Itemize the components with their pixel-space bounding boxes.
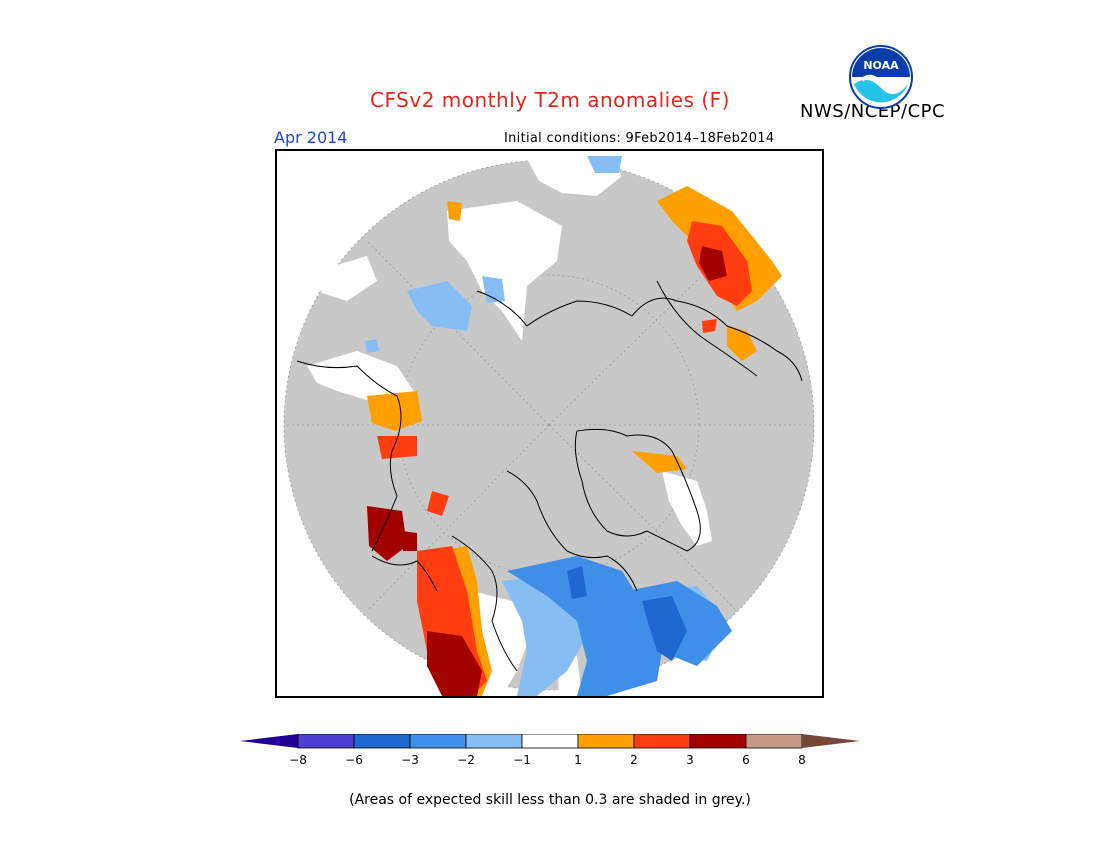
legend-tick: 6 bbox=[742, 753, 750, 767]
map-panel bbox=[275, 149, 824, 698]
legend-tick: 8 bbox=[798, 753, 806, 767]
legend-tick: 3 bbox=[686, 753, 694, 767]
noaa-logo-icon: NOAA bbox=[848, 44, 914, 114]
legend-swatch bbox=[633, 733, 691, 749]
legend-tick: 1 bbox=[574, 753, 582, 767]
map-title: CFSv2 monthly T2m anomalies (F) bbox=[370, 88, 730, 112]
hemisphere-boundary bbox=[283, 159, 815, 691]
forecast-period: Apr 2014 bbox=[274, 128, 348, 147]
meridian-line bbox=[548, 240, 738, 426]
coastlines bbox=[296, 280, 803, 672]
meridian-line bbox=[548, 424, 738, 612]
legend-tick: −1 bbox=[513, 753, 531, 767]
logo-text: NOAA bbox=[863, 59, 899, 72]
anomaly-3-to-6 bbox=[367, 246, 727, 696]
skill-footnote: (Areas of expected skill less than 0.3 a… bbox=[349, 792, 751, 808]
organization-label: NWS/NCEP/CPC bbox=[800, 101, 946, 122]
color-legend: −8 −6 −3 −2 −1 1 2 3 6 8 bbox=[240, 733, 865, 778]
legend-swatch bbox=[689, 733, 747, 749]
legend-arrow-low bbox=[240, 734, 298, 748]
anomaly-minus-6-to-minus-3 bbox=[567, 566, 687, 661]
legend-tick: 2 bbox=[630, 753, 638, 767]
legend-swatch bbox=[577, 733, 635, 749]
legend-swatch bbox=[521, 733, 579, 749]
meridian-line bbox=[366, 424, 550, 612]
initial-conditions: Initial conditions: 9Feb2014–18Feb2014 bbox=[504, 131, 775, 146]
legend-swatch bbox=[353, 733, 411, 749]
meridian-line bbox=[366, 240, 550, 426]
legend-tick: −6 bbox=[345, 753, 363, 767]
legend-tick: −8 bbox=[289, 753, 307, 767]
outside-hemisphere bbox=[277, 151, 822, 696]
polar-map bbox=[277, 151, 822, 696]
legend-swatch bbox=[409, 733, 467, 749]
legend-tick: −2 bbox=[457, 753, 475, 767]
legend-arrow-high bbox=[802, 734, 860, 748]
legend-swatch bbox=[465, 733, 523, 749]
legend-swatch bbox=[297, 733, 355, 749]
legend-swatch bbox=[745, 733, 803, 749]
legend-tick: −3 bbox=[401, 753, 419, 767]
